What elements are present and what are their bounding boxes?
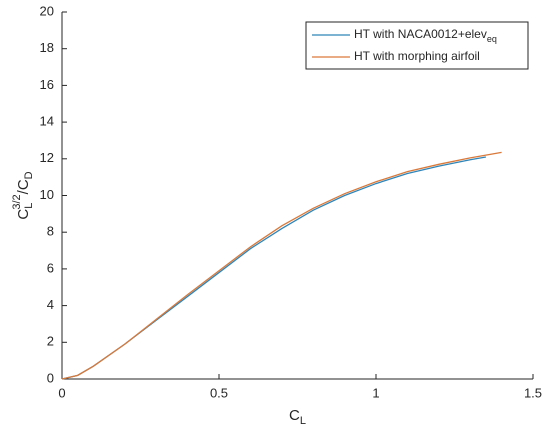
- legend-label: HT with morphing airfoil: [354, 49, 480, 63]
- x-label-part: C: [289, 407, 300, 424]
- y-tick-label: 8: [47, 224, 54, 239]
- y-tick-label: 18: [40, 40, 54, 55]
- y-label-sub: L: [23, 203, 35, 209]
- y-label-part: /C: [15, 179, 32, 194]
- y-tick-label: 12: [40, 150, 54, 165]
- y-label-sup: 3/2: [11, 194, 23, 209]
- legend-label: HT with NACA0012+eleveq: [354, 27, 497, 44]
- legend-text: HT with morphing airfoil: [354, 49, 480, 63]
- x-label-sub: L: [300, 415, 306, 427]
- y-tick-label: 20: [40, 3, 54, 18]
- y-tick-label: 10: [40, 187, 54, 202]
- legend-box: [305, 21, 529, 70]
- x-tick-label: 1: [372, 385, 379, 400]
- x-tick-label: 0: [58, 385, 65, 400]
- y-tick-label: 6: [47, 260, 54, 275]
- y-tick-label: 0: [47, 370, 54, 385]
- y-label-sub: D: [23, 171, 35, 179]
- x-tick-label: 0.5: [210, 385, 228, 400]
- x-axis-label: CL: [289, 407, 306, 427]
- data-line: [61, 156, 487, 380]
- y-tick-label: 16: [40, 77, 54, 92]
- y-axis-label: CL3/2/CD: [11, 171, 35, 219]
- data-line: [61, 151, 502, 380]
- x-tick-label: 1.5: [524, 385, 542, 400]
- legend-sub: eq: [487, 34, 497, 44]
- y-tick-label: 4: [47, 297, 54, 312]
- y-label-part: C: [15, 209, 32, 220]
- y-tick-label: 2: [47, 334, 54, 349]
- y-tick-label: 14: [40, 114, 54, 129]
- legend-text: HT with NACA0012+elev: [354, 27, 487, 41]
